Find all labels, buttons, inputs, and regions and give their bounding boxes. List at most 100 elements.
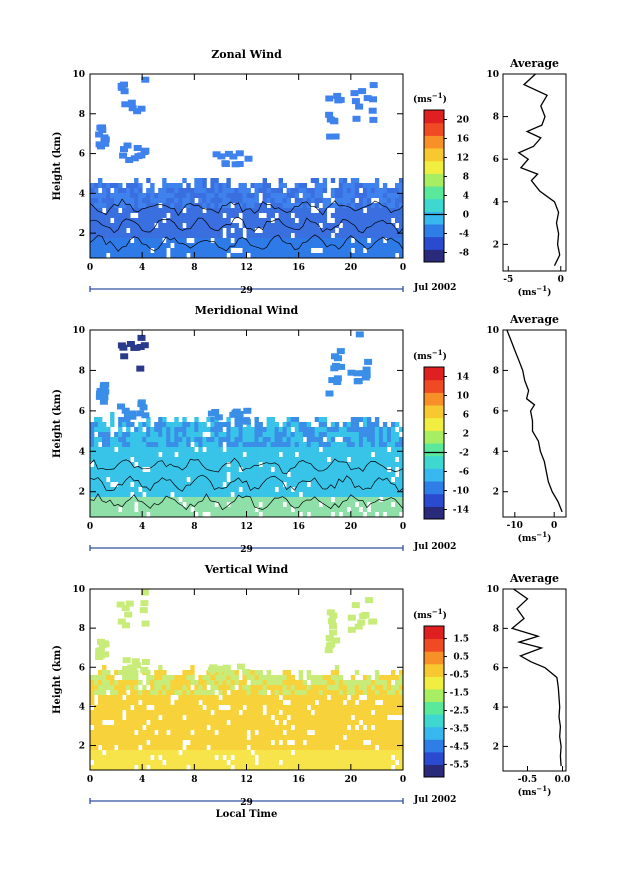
colorbar-segment [424,224,444,238]
colorbar-tick-label: 0.5 [453,653,469,663]
x-tick-label: 8 [191,522,197,532]
avg-y-tick-label: 8 [493,366,499,376]
colorbar-segment [424,148,444,162]
day-bar-ends [89,286,404,292]
colorbar-segment [424,714,444,728]
day-label: 29 [240,286,253,296]
avg-y-tick-label: 4 [493,447,499,457]
colorbar-tick-label: -1.5 [450,689,469,699]
avg-x-tick-label: 0 [551,521,557,531]
average-frame [502,73,567,272]
y-tick-label: 6 [79,150,85,160]
colorbar-frame [423,625,445,778]
avg-y-tick-label: 6 [493,664,499,674]
colorbar-segment [424,638,444,652]
x-tick-label: 0 [400,263,406,273]
colorbar-segment [424,455,444,469]
avg-unit-label: (ms−1) [518,784,552,798]
colorbar: 1.5 0.5 -0.5 -1.5 -2.5 -3.5 -4.5 -5.5 [423,625,469,778]
x-tick-label: 20 [345,775,358,785]
chart-title: Zonal Wind [211,48,282,61]
day-bar-ends [89,798,404,804]
y-tick-label: 2 [79,488,85,498]
colorbar-tick-label: 8 [463,173,469,183]
y-tick-label: 4 [79,447,85,457]
colorbar-tick-label: -4.5 [450,742,469,752]
colorbar-tick-label: 0 [463,211,469,221]
colorbar-frame [423,109,445,263]
colorbar-segment [424,663,444,677]
colorbar-segment [424,392,444,406]
avg-y-tick-label: 4 [493,703,499,713]
colorbar-tick-label: 12 [456,154,469,164]
colorbar-segment [424,493,444,507]
y-tick-label: 10 [72,326,85,336]
x-tick-label: 0 [87,263,93,273]
colorbar-segment [424,751,444,765]
colorbar-tick-label: 2 [463,430,469,440]
avg-x-tick-label: 0 [558,275,564,285]
x-axis-label: Local Time [216,809,278,820]
panel-1: Meridional Wind 2 4 6 8 10 Height (km) 0 4 8 12 16 2… [52,304,567,555]
colorbar-tick-label: -3.5 [450,724,469,734]
average-line [506,329,563,513]
x-tick-label: 0 [400,522,406,532]
colorbar-segment [424,626,444,640]
colorbar-segment [424,186,444,200]
heatmap-field [90,589,404,770]
avg-x-tick-label: -5 [503,275,513,285]
colorbar-tick-label: -2 [459,449,469,459]
average-profile: Average 2 4 6 8 10 -10 0(ms−1) [486,313,567,544]
day-label: 29 [240,798,253,808]
colorbar-tick-label: -8 [459,249,469,259]
colorbar-segment [424,701,444,715]
y-tick-label: 8 [79,110,85,120]
colorbar-tick-label: 6 [463,411,469,421]
colorbar-tick-label: -14 [453,506,469,516]
colorbar-tick-label: 16 [456,135,469,145]
colorbar-tick-label: 1.5 [453,635,469,645]
avg-y-tick-label: 6 [493,407,499,417]
colorbar: 14 10 6 2 -2 -6 -10 -14 [423,366,469,520]
avg-y-tick-label: 8 [493,624,499,634]
y-tick-label: 6 [79,663,85,673]
x-tick-label: 20 [345,522,358,532]
x-tick-label: 20 [345,263,358,273]
unit-label: (ms−1) [413,91,447,105]
colorbar-segment [424,405,444,419]
day-bar-ends [89,545,404,551]
avg-y-tick-label: 10 [486,70,499,80]
average-title: Average [509,57,559,70]
average-profile: Average 2 4 6 8 10 -5 0 (ms−1) [486,57,567,298]
unit-label: (ms−1) [413,607,447,621]
colorbar-tick-label: 4 [463,192,469,202]
average-title: Average [509,313,559,326]
colorbar-segment [424,676,444,690]
date-label: Jul 2002 [413,795,456,805]
avg-x-tick-label: -10 [507,521,523,531]
colorbar-tick-label: -4 [459,230,469,240]
colorbar-segment [424,481,444,495]
chart-title: Vertical Wind [204,563,289,576]
colorbar: 20 16 12 8 4 0 -4 -8 [423,109,469,263]
avg-y-tick-label: 10 [486,585,499,595]
y-tick-label: 2 [79,742,85,752]
colorbar-segment [424,764,444,778]
y-axis-label: Height (km) [52,132,63,201]
colorbar-segment [424,173,444,187]
x-tick-label: 8 [191,775,197,785]
date-label: Jul 2002 [413,283,456,293]
date-label: Jul 2002 [413,542,456,552]
heatmap-field [90,76,404,258]
colorbar-segment [424,211,444,225]
day-label: 29 [240,545,253,555]
colorbar-segment [424,726,444,740]
avg-y-tick-label: 6 [493,155,499,165]
x-tick-label: 16 [292,522,305,532]
colorbar-tick-label: 20 [456,116,469,126]
colorbar-frame [423,366,445,520]
average-profile: Average 2 4 6 8 10 -0.5 0.0(ms−1) [486,572,570,798]
